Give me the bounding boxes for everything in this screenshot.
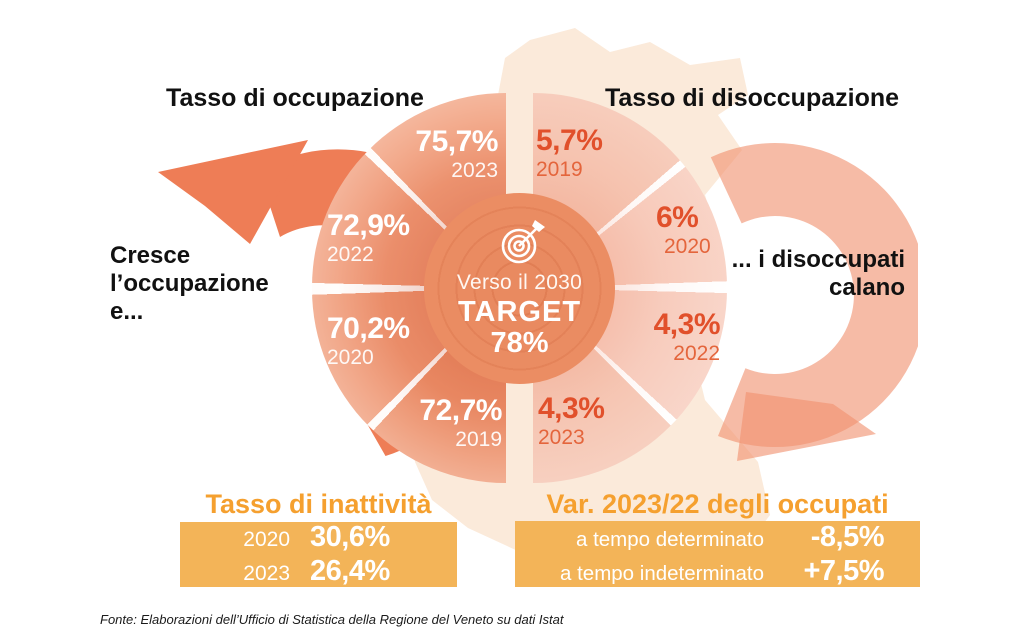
source-note: Fonte: Elaborazioni dell’Ufficio di Stat… (100, 612, 564, 627)
inactivity-row-2023: 2023 26,4% (243, 555, 390, 587)
center-kicker: Verso il 2030 (456, 271, 583, 295)
unemployment-title: Tasso di disoccupazione (604, 84, 900, 112)
inactivity-box: 2020 30,6% 2023 26,4% (180, 521, 457, 587)
occupation-wedge-2023: 75,7% 2023 (415, 125, 498, 182)
unemployment-note: ... i disoccupati calano (731, 246, 905, 301)
occupation-note: Cresce l’occupazione e... (110, 242, 269, 325)
unemployment-wedge-2023: 4,3% 2023 (538, 392, 605, 449)
inactivity-heading: Tasso di inattività (205, 489, 432, 519)
decline-cycle-arrow-icon (710, 143, 918, 461)
center-target-label: TARGET (457, 296, 582, 329)
variation-box: a tempo determinato -8,5% a tempo indete… (515, 521, 920, 587)
inactivity-row-2020: 2020 30,6% (243, 521, 390, 553)
unemployment-wedge-2022: 4,3% 2022 (653, 308, 721, 365)
variation-heading: Var. 2023/22 degli occupati (546, 489, 889, 519)
target-circle: Verso il 2030 TARGET 78% (424, 193, 615, 384)
unemployment-wedge-2019: 5,7% 2019 (536, 124, 603, 181)
variation-row-determinato: a tempo determinato -8,5% (575, 520, 885, 553)
occupation-wedge-2019: 72,7% 2019 (419, 394, 502, 451)
occupation-title: Tasso di occupazione (166, 84, 424, 112)
target-dart-icon (501, 220, 545, 264)
center-target-value: 78% (490, 326, 549, 359)
occupation-wedge-2020: 70,2% 2020 (327, 312, 410, 369)
variation-row-indeterminato: a tempo indeterminato +7,5% (560, 554, 884, 587)
occupation-wedge-2022: 72,9% 2022 (327, 209, 410, 266)
unemployment-wedge-2020: 6% 2020 (656, 201, 711, 258)
